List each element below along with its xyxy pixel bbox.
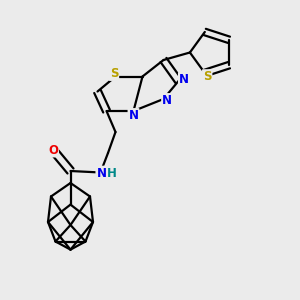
Text: S: S [203, 70, 212, 83]
Text: O: O [48, 143, 58, 157]
Text: N: N [179, 73, 189, 86]
Text: S: S [110, 67, 118, 80]
Text: N: N [96, 167, 106, 180]
Text: N: N [128, 109, 139, 122]
Text: H: H [107, 167, 117, 180]
Text: N: N [162, 94, 172, 107]
